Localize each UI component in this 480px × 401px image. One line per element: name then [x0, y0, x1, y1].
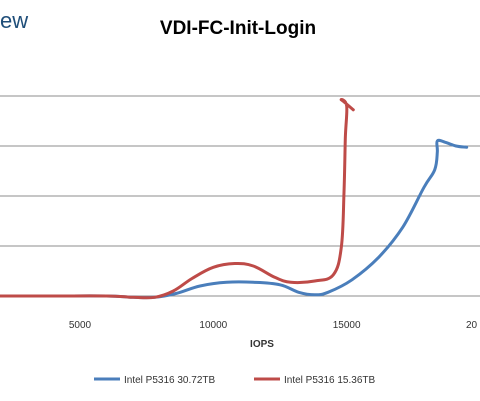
legend: Intel P5316 30.72TB Intel P5316 15.36TB	[94, 375, 376, 386]
brand-logo-fragment: ew	[0, 8, 28, 33]
y-gridlines	[0, 95, 480, 247]
chart-title: VDI-FC-Init-Login	[160, 18, 316, 39]
x-tick-labels: 5000 10000 15000 20	[69, 320, 478, 331]
series-lines	[0, 98, 469, 300]
x-axis-label: IOPS	[250, 339, 274, 350]
x-tick-label-2: 15000	[333, 320, 361, 331]
series-line-1	[0, 98, 355, 300]
series-line-0	[0, 138, 469, 300]
legend-label-1: Intel P5316 15.36TB	[284, 375, 376, 386]
x-tick-label-3: 20	[466, 320, 478, 331]
x-tick-label-0: 5000	[69, 320, 92, 331]
x-tick-label-1: 10000	[199, 320, 227, 331]
legend-label-0: Intel P5316 30.72TB	[124, 375, 216, 386]
